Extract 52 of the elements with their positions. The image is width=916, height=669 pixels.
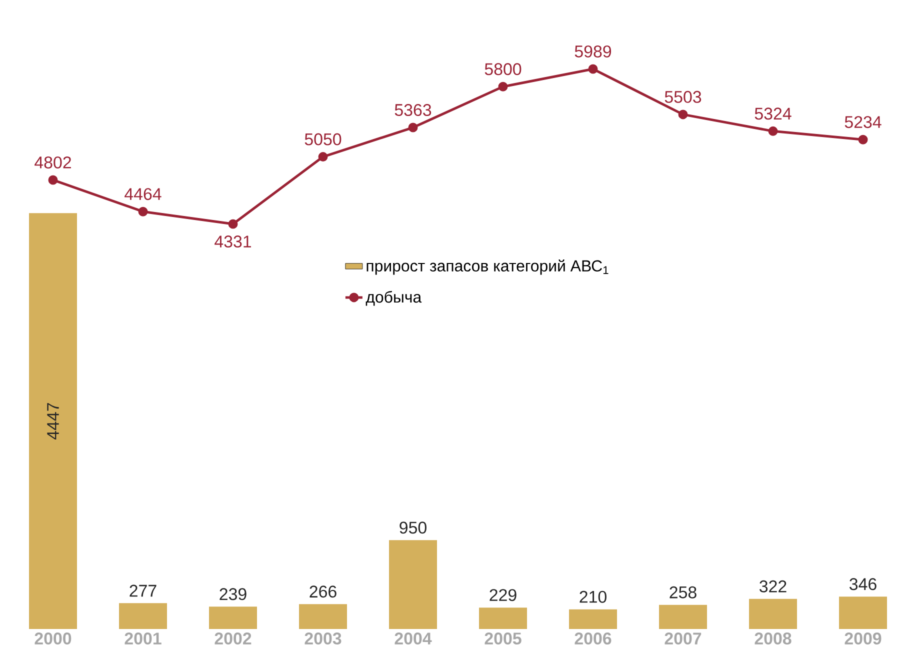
data-label: 346 <box>850 578 876 590</box>
point <box>318 152 328 162</box>
data-label: 5503 <box>664 90 702 103</box>
x-tick-label: 2004 <box>394 632 432 645</box>
point <box>408 122 418 132</box>
data-label: 5234 <box>844 116 882 128</box>
bar <box>299 604 348 629</box>
data-label: 277 <box>130 584 156 597</box>
data-label: 210 <box>580 590 606 603</box>
x-tick-label: 2000 <box>34 632 72 645</box>
point <box>768 126 778 136</box>
point <box>48 175 58 185</box>
data-label: 4464 <box>124 188 162 200</box>
bar <box>749 598 798 629</box>
data-label: 4802 <box>34 156 71 168</box>
x-tick-label: 2008 <box>754 632 792 645</box>
data-label: 5800 <box>484 63 522 76</box>
x-tick-label: 2005 <box>484 632 522 645</box>
bar <box>839 596 888 629</box>
point <box>138 206 148 216</box>
point <box>588 64 598 74</box>
legend-label: прирост запасов категорий АВС$_{1}$ <box>366 260 608 275</box>
bar <box>389 540 438 629</box>
x-tick-label: 2001 <box>124 632 162 645</box>
x-tick-label: 2009 <box>844 632 882 645</box>
x-tick-label: 2006 <box>574 632 612 645</box>
data-label: 5363 <box>394 104 432 116</box>
bar <box>29 213 77 629</box>
x-tick-label: 2002 <box>214 632 252 645</box>
bar <box>479 608 528 629</box>
data-label: 950 <box>400 522 426 534</box>
point <box>498 82 508 92</box>
point <box>678 110 688 120</box>
point <box>858 134 868 144</box>
bar <box>569 609 618 629</box>
data-label: 5050 <box>304 133 342 146</box>
bar <box>209 606 258 629</box>
data-label: 4447 <box>47 403 59 440</box>
data-label: 266 <box>310 586 336 598</box>
data-label: 5324 <box>754 108 792 120</box>
bar <box>119 603 168 629</box>
data-label: 322 <box>760 580 786 592</box>
bar <box>659 604 708 629</box>
data-label: 239 <box>220 588 246 600</box>
point <box>228 219 238 229</box>
x-tick-label: 2007 <box>664 632 702 645</box>
data-label: 4331 <box>214 236 252 248</box>
data-label: 258 <box>670 586 696 598</box>
data-label: 5989 <box>574 45 612 58</box>
legend-label: добыча <box>366 290 422 306</box>
x-tick-label: 2003 <box>304 632 342 645</box>
data-label: 229 <box>490 589 516 602</box>
